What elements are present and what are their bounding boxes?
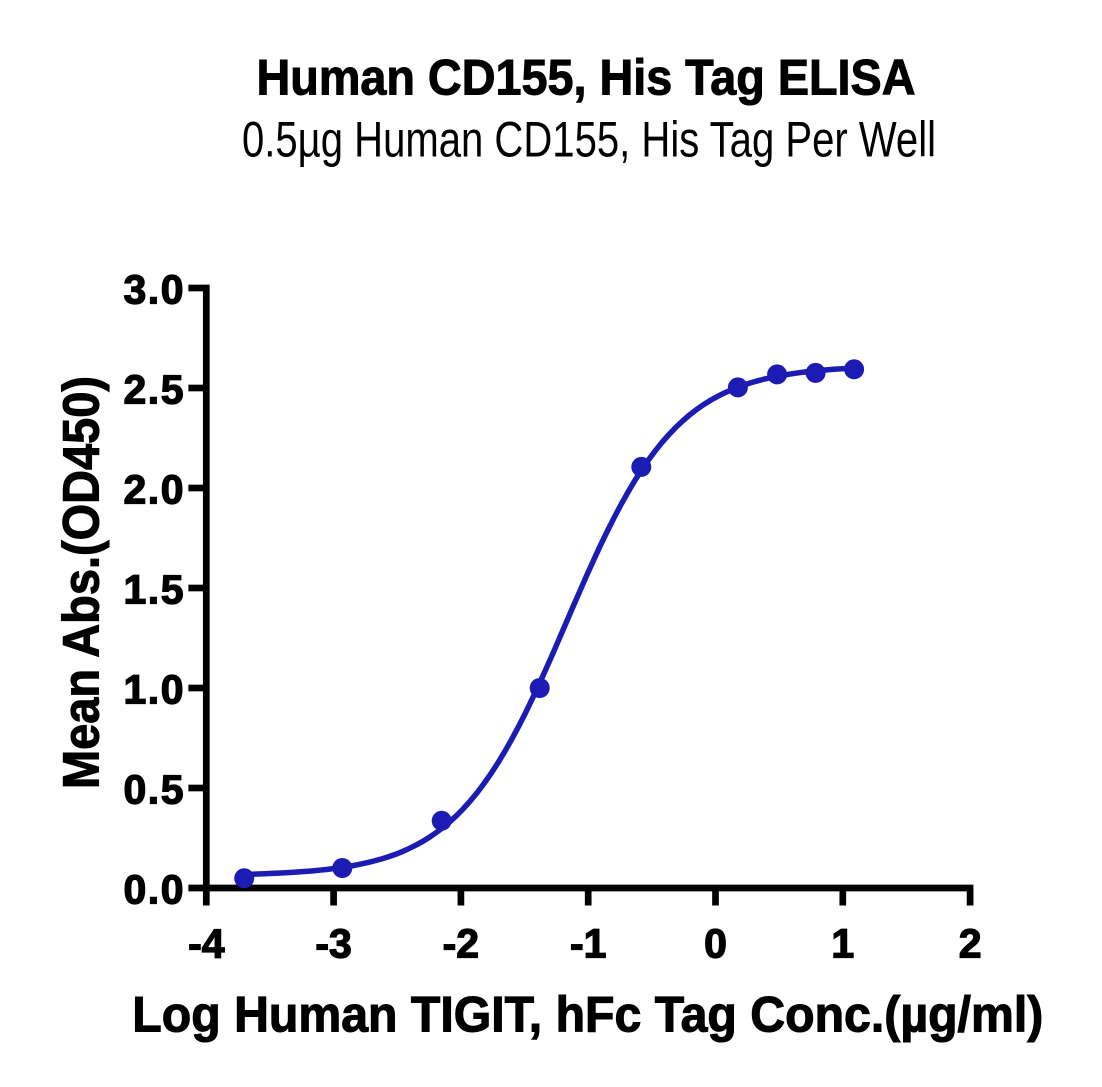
svg-text:-2: -2 (443, 921, 479, 967)
svg-text:-4: -4 (188, 921, 225, 967)
svg-text:2: 2 (959, 921, 982, 967)
svg-text:-1: -1 (570, 921, 606, 967)
svg-text:0.5: 0.5 (124, 767, 186, 813)
svg-text:2.5: 2.5 (124, 367, 186, 413)
svg-text:2.0: 2.0 (124, 467, 186, 513)
svg-text:1.5: 1.5 (124, 567, 186, 613)
svg-text:Human CD155, His Tag ELISA: Human CD155, His Tag ELISA (257, 50, 916, 106)
svg-text:0.5µg Human CD155, His Tag Per: 0.5µg Human CD155, His Tag Per Well (242, 111, 936, 168)
svg-text:Log Human TIGIT, hFc Tag Conc.: Log Human TIGIT, hFc Tag Conc.(µg/ml) (132, 986, 1043, 1043)
svg-text:0.0: 0.0 (124, 867, 186, 913)
svg-text:1: 1 (831, 921, 854, 967)
svg-text:1.0: 1.0 (124, 667, 186, 713)
svg-text:3.0: 3.0 (124, 267, 186, 313)
svg-text:-3: -3 (315, 921, 351, 967)
svg-text:0: 0 (704, 921, 727, 967)
svg-text:Mean Abs.(OD450): Mean Abs.(OD450) (52, 376, 109, 789)
